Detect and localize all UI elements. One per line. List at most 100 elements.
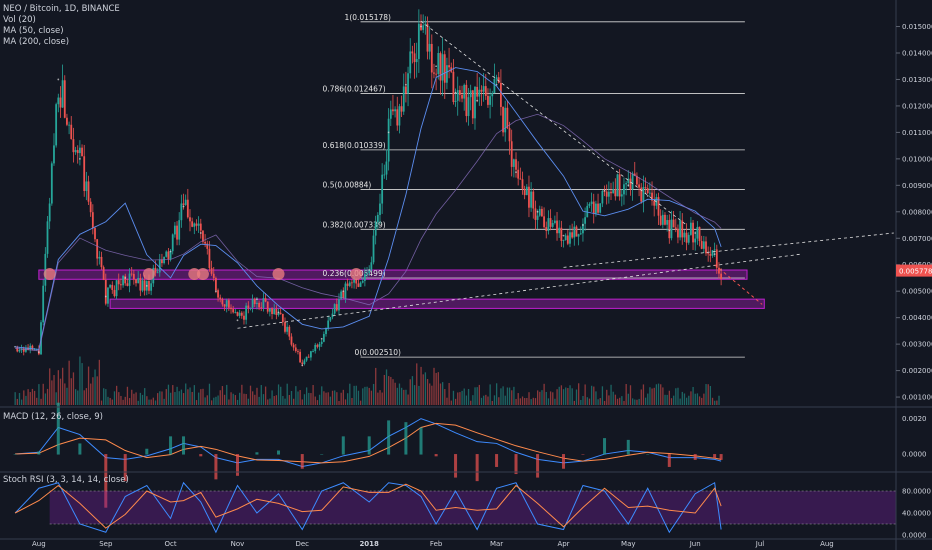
candle-body (290, 336, 293, 345)
volume-bar (614, 394, 617, 405)
candle-body (130, 273, 133, 275)
candle-body (236, 312, 239, 316)
volume-bar (575, 389, 578, 405)
candle-body (387, 118, 390, 162)
candle-body (55, 104, 58, 146)
candle-body (44, 253, 47, 286)
candle-body (217, 290, 219, 298)
volume-bar (435, 372, 437, 405)
candle-body (381, 174, 384, 204)
volume-bar (178, 391, 180, 405)
candle-body (72, 139, 75, 153)
candle-body (303, 360, 306, 364)
candle-body (117, 280, 120, 285)
candle-body (277, 312, 280, 315)
candle-body (413, 53, 416, 63)
candle-body (644, 187, 647, 189)
volume-bar (204, 397, 206, 405)
support-zone (109, 298, 765, 309)
volume-bar (148, 399, 150, 405)
volume-bar (128, 398, 131, 405)
candle-body (705, 241, 707, 254)
volume-bar (51, 380, 53, 405)
candle-body (398, 106, 401, 126)
candle-body (588, 204, 591, 206)
macd-histogram-bar (454, 454, 458, 478)
stoch-rsi-pane[interactable] (14, 481, 896, 534)
candle-body (353, 279, 355, 283)
candle-body (521, 179, 524, 189)
candle-body (664, 214, 666, 225)
candle-body (502, 106, 504, 133)
time-tick-label: Aug (32, 540, 46, 548)
volume-bar (176, 386, 178, 405)
volume-bar (260, 385, 262, 405)
volume-bar (226, 384, 228, 405)
volume-bar (154, 400, 157, 405)
volume-bar (651, 388, 653, 405)
volume-bar (690, 391, 692, 405)
ascending-trendline (563, 232, 894, 268)
volume-bar (295, 386, 297, 405)
volume-bar (580, 399, 582, 405)
macd-histogram-bar (626, 439, 630, 455)
price-point (368, 269, 371, 271)
indicator-vol-label: Vol (20) (3, 15, 36, 25)
volume-bar (228, 399, 230, 405)
candle-body (493, 79, 496, 94)
price-point (646, 195, 649, 197)
volume-bar (569, 385, 571, 405)
macd-histogram-bar (667, 454, 671, 467)
candle-body (692, 222, 694, 243)
volume-bar (189, 387, 191, 405)
volume-bar (133, 393, 135, 405)
candle-body (182, 203, 185, 205)
candle-body (331, 313, 334, 318)
volume-bar (407, 394, 409, 405)
time-tick-label: Jul (755, 540, 765, 548)
volume-bar (157, 393, 159, 405)
candle-body (582, 223, 584, 234)
candle-body (253, 298, 256, 304)
volume-bar (70, 378, 72, 405)
price-point (124, 277, 127, 279)
candle-body (294, 347, 297, 352)
price-pane[interactable]: 1(0.015178) 0.786(0.012467) 0.618(0.010339… (14, 9, 894, 405)
volume-bar (595, 391, 597, 405)
volume-bar (634, 399, 636, 405)
volume-bar (362, 388, 364, 405)
candle-body (551, 222, 554, 227)
candle-body (597, 203, 599, 213)
candle-body (286, 326, 289, 332)
volume-bar (623, 400, 625, 405)
macd-pane[interactable] (13, 402, 723, 508)
candle-body (180, 203, 183, 221)
candle-body (586, 205, 589, 218)
candle-body (143, 280, 146, 291)
volume-bar (174, 392, 176, 405)
candle-body (251, 298, 254, 308)
candle-body (284, 322, 286, 332)
candle-body (268, 308, 271, 312)
volume-bar (44, 393, 47, 405)
candle-body (480, 89, 483, 92)
candle-body (497, 77, 500, 83)
price-point (536, 210, 539, 213)
volume-bar (180, 389, 183, 405)
time-tick-label: Feb (430, 540, 443, 548)
volume-bar (258, 396, 260, 405)
volume-bar (103, 388, 105, 405)
candle-body (322, 334, 325, 342)
candle-body (456, 90, 459, 101)
volume-bar (506, 387, 509, 405)
volume-bar (461, 390, 463, 405)
candle-body (167, 251, 170, 260)
candle-body (219, 297, 222, 300)
candle-body (571, 232, 574, 238)
volume-bar (714, 400, 716, 405)
candle-body (508, 128, 511, 142)
volume-bar (392, 379, 394, 405)
